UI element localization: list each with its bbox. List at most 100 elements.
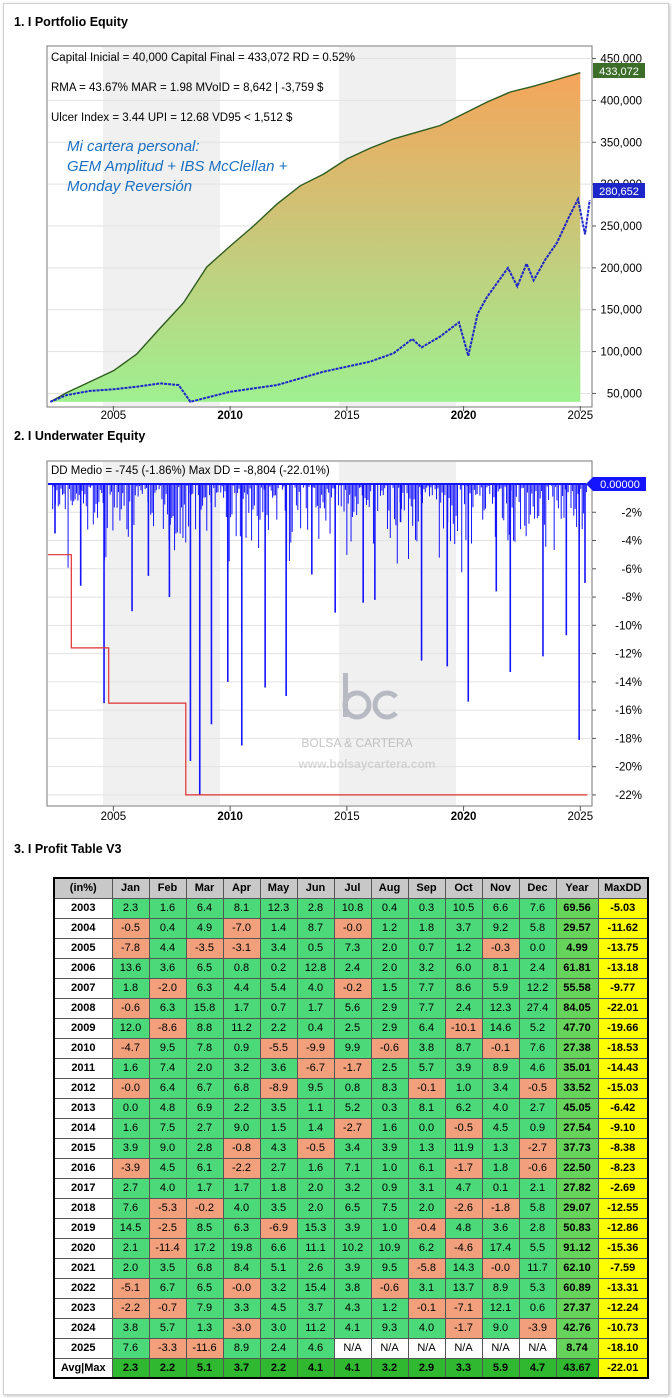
month-cell: 4.6 [518,1057,557,1079]
month-cell: -1.8 [481,1197,520,1219]
maxdd-cell: -5.03 [597,897,649,919]
table-row: 2006 13.6 3.6 6.5 0.8 0.2 12.8 2.4 2.0 3.2 6.0 8.1 2… [53,957,649,979]
month-cell: 2.2 [148,1357,187,1379]
month-cell: 4.9 [185,917,224,939]
month-cell: 0.8 [333,1077,372,1099]
month-cell: 3.5 [259,1197,298,1219]
table-row: 2019 14.5 -2.5 8.5 6.3 -6.9 15.3 3.9 1.0 -0.4 4.8 3… [53,1217,649,1239]
month-cell: 3.2 [222,1057,261,1079]
year-return-cell: 27.38 [555,1037,599,1059]
month-cell: -0.5 [111,917,150,939]
table-row: 2009 12.0 -8.6 8.8 11.2 2.2 0.4 2.5 2.9 6.4 -10.1 1… [53,1017,649,1039]
month-cell: 0.0 [407,1117,446,1139]
year-return-cell: 27.37 [555,1297,599,1319]
month-cell: 3.8 [111,1317,150,1339]
month-cell: -0.6 [111,997,150,1019]
year-return-cell: 60.89 [555,1277,599,1299]
month-cell: 1.6 [111,1117,150,1139]
month-cell: 9.3 [370,1317,409,1339]
table-row: 2020 2.1 -11.4 17.2 19.8 6.6 11.1 10.2 10.9 6.2 -4… [53,1237,649,1259]
month-cell: -6.9 [259,1217,298,1239]
year-return-cell: 35.01 [555,1057,599,1079]
month-cell: 6.4 [407,1017,446,1039]
x-tick-label: 2010 [217,410,243,420]
month-cell: 11.2 [296,1317,335,1339]
y-tick-label: 400,000 [600,95,642,107]
stats-line-1: Capital Inicial = 40,000 Capital Final =… [51,52,355,64]
underwater-equity-chart: BOLSA & CARTERA www.bolsaycartera.com -2… [46,460,646,823]
month-cell: 7.7 [407,997,446,1019]
month-cell: 3.2 [259,1277,298,1299]
month-cell: 2.9 [370,1017,409,1039]
month-cell: 8.1 [222,897,261,919]
month-cell: 0.4 [296,1017,335,1039]
month-cell: -1.7 [444,1157,483,1179]
month-cell: 1.8 [407,917,446,939]
month-cell: 7.7 [407,977,446,999]
month-cell: 4.4 [222,977,261,999]
month-cell: 3.3 [444,1357,483,1379]
column-header: Jun [296,877,335,899]
month-cell: 6.5 [333,1197,372,1219]
month-cell: 4.0 [222,1197,261,1219]
month-cell: 1.5 [259,1117,298,1139]
month-cell: 7.5 [148,1117,187,1139]
month-cell: 2.0 [370,937,409,959]
month-cell: 8.9 [481,1057,520,1079]
month-cell: 11.9 [444,1137,483,1159]
month-cell: 2.7 [259,1157,298,1179]
chart-series [48,483,588,796]
month-cell: 7.8 [185,1037,224,1059]
month-cell: 1.2 [370,1297,409,1319]
table-header-row: (in%) Jan Feb Mar Apr May Jun Jul Aug Sep Oct Nov De… [53,877,649,899]
month-cell: 0.4 [148,917,187,939]
month-cell: 2.1 [111,1237,150,1259]
month-cell: 3.2 [333,1177,372,1199]
month-cell: 8.9 [481,1277,520,1299]
maxdd-cell: -22.01 [597,997,649,1019]
month-cell: 6.4 [185,897,224,919]
month-cell: 3.1 [407,1277,446,1299]
month-cell: 12.8 [296,957,335,979]
year-cell: 2003 [53,897,113,919]
year-cell: 2022 [53,1277,113,1299]
watermark-logo [343,673,348,717]
table-row: Avg|Max 2.3 2.2 5.1 3.7 2.2 4.1 4.1 3.2 2.9 3.3 5.9… [53,1357,649,1379]
month-cell: 5.7 [407,1057,446,1079]
year-cell: 2005 [53,937,113,959]
month-cell: 8.8 [185,1017,224,1039]
month-cell: -11.4 [148,1237,187,1259]
year-return-cell: 69.56 [555,897,599,919]
month-cell: 5.8 [518,917,557,939]
month-cell: -5.5 [259,1037,298,1059]
month-cell: 8.7 [296,917,335,939]
month-cell: -3.9 [518,1317,557,1339]
month-cell: 1.8 [259,1177,298,1199]
month-cell: 6.5 [185,957,224,979]
section-title-underwater-equity: 2. I Underwater Equity [14,429,146,443]
month-cell: 2.8 [185,1137,224,1159]
month-cell: 4.0 [148,1177,187,1199]
month-cell: 0.6 [518,1297,557,1319]
year-cell: 2013 [53,1097,113,1119]
month-cell: -0.0 [222,1277,261,1299]
month-cell: 6.3 [185,977,224,999]
month-cell: -7.0 [222,917,261,939]
year-return-cell: 27.82 [555,1177,599,1199]
maxdd-cell: -19.66 [597,1017,649,1039]
month-cell: 6.3 [148,997,187,1019]
annotation-line-2: GEM Amplitud + IBS McClellan + [67,158,288,175]
annotation-line-3: Monday Reversión [67,178,192,195]
month-cell: 7.9 [185,1297,224,1319]
y-tick-label: -2% [622,507,642,519]
month-cell: 6.8 [222,1077,261,1099]
month-cell: 1.3 [407,1137,446,1159]
month-cell: 6.4 [148,1077,187,1099]
stats-line-2: RMA = 43.67% MAR = 1.98 MVoID = 8,642 | … [51,82,324,94]
month-cell: 2.5 [370,1057,409,1079]
y-tick-label: -18% [615,733,642,745]
month-cell: 0.7 [259,997,298,1019]
month-cell: 4.0 [296,977,335,999]
month-cell: 4.0 [407,1317,446,1339]
table-row: 2005 -7.8 4.4 -3.5 -3.1 3.4 0.5 7.3 2.0 0.7 1.2 -0.… [53,937,649,959]
